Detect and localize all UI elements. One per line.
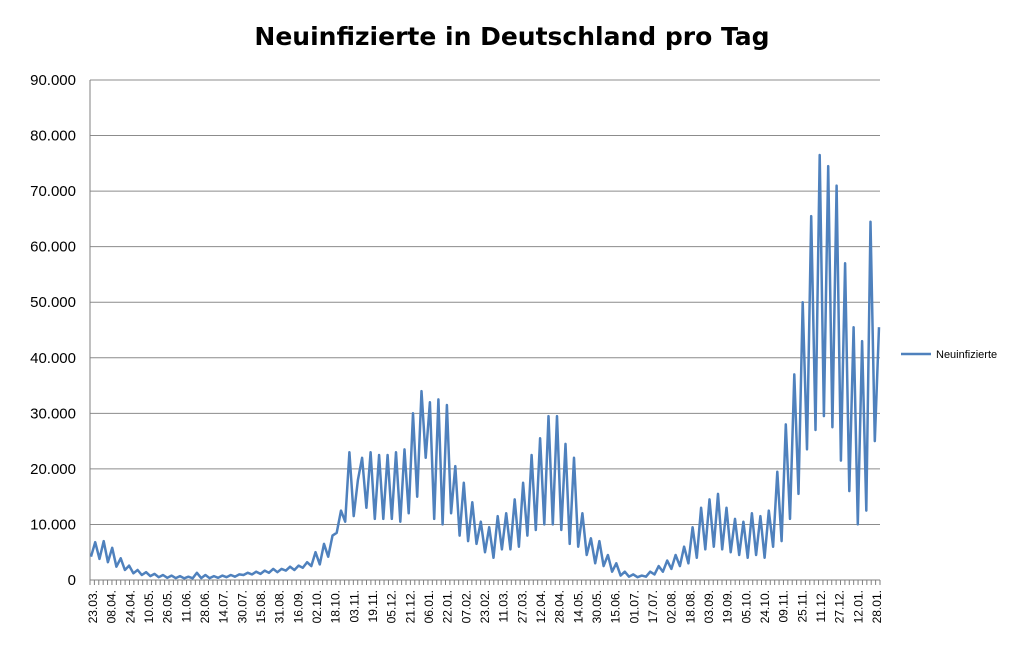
x-tick-label: 02.10. (310, 590, 324, 623)
x-tick-label: 24.10. (758, 590, 772, 623)
x-tick-label: 31.08. (273, 590, 287, 623)
x-tick-label: 22.01. (441, 590, 455, 623)
x-tick-label: 11.06. (179, 590, 193, 622)
x-tick-label: 11.03. (497, 590, 511, 622)
x-tick-label: 24.04. (123, 590, 137, 623)
x-tick-label: 15.06. (609, 590, 623, 623)
x-tick-label: 02.08. (665, 590, 679, 623)
x-tick-label: 16.09. (291, 590, 305, 623)
y-tick-label: 40.000 (30, 350, 76, 367)
x-tick-label: 23.03. (86, 590, 100, 623)
x-tick-label: 30.07. (235, 590, 249, 623)
x-tick-label: 14.05. (571, 590, 585, 623)
x-tick-label: 01.07. (627, 590, 641, 623)
y-tick-label: 90.000 (30, 72, 76, 89)
x-tick-label: 18.08. (683, 590, 697, 623)
x-tick-label: 15.08. (254, 590, 268, 623)
y-tick-label: 30.000 (30, 405, 76, 422)
x-tick-label: 10.05. (142, 590, 156, 623)
x-tick-label: 23.02. (478, 590, 492, 623)
x-tick-label: 14.07. (217, 590, 231, 623)
series-line-neuinfizierte (89, 153, 881, 580)
y-tick-label: 80.000 (30, 128, 76, 145)
x-tick-label: 03.11. (347, 590, 361, 622)
x-tick-label: 18.10. (329, 590, 343, 623)
x-tick-label: 19.09. (721, 590, 735, 623)
axes: 0 10.000 20.000 30.000 40.000 50.000 60.000 70.… (30, 72, 884, 623)
x-tick-label: 28.01. (870, 590, 884, 623)
x-tick-label: 27.03. (515, 590, 529, 623)
x-tick-label: 12.01. (851, 590, 865, 623)
series-layer (89, 153, 881, 580)
x-tick-label: 25.11. (795, 590, 809, 622)
x-tick-label: 07.02. (459, 590, 473, 623)
x-tick-label: 19.11. (366, 590, 380, 622)
x-tick-label: 26.05. (161, 590, 175, 623)
x-tick-label: 05.12. (385, 590, 399, 623)
x-tick-label: 05.10. (739, 590, 753, 623)
x-tick-label: 06.01. (422, 590, 436, 623)
gridlines (90, 79, 880, 581)
x-tick-label: 28.06. (198, 590, 212, 623)
x-tick-label: 21.12. (403, 590, 417, 623)
y-tick-label: 10.000 (30, 516, 76, 533)
legend-label: Neuinfizierte (936, 349, 997, 361)
x-tick-label: 03.09. (702, 590, 716, 623)
y-tick-label: 0 (68, 572, 76, 589)
y-tick-label: 50.000 (30, 294, 76, 311)
chart-title: Neuinfizierte in Deutschland pro Tag (254, 22, 770, 51)
legend: Neuinfizierte (901, 349, 997, 361)
x-tick-label: 09.11. (777, 590, 791, 622)
x-tick-label: 17.07. (646, 590, 660, 623)
y-tick-label: 20.000 (30, 461, 76, 478)
x-tick-label: 12.04. (534, 590, 548, 623)
x-tick-label: 08.04. (105, 590, 119, 623)
y-tick-label: 70.000 (30, 183, 76, 200)
x-tick-label: 28.04. (553, 590, 567, 623)
x-tick-label: 30.05. (590, 590, 604, 623)
y-tick-label: 60.000 (30, 239, 76, 256)
x-tick-label: 27.12. (833, 590, 847, 623)
x-tick-label: 11.12. (814, 590, 828, 622)
